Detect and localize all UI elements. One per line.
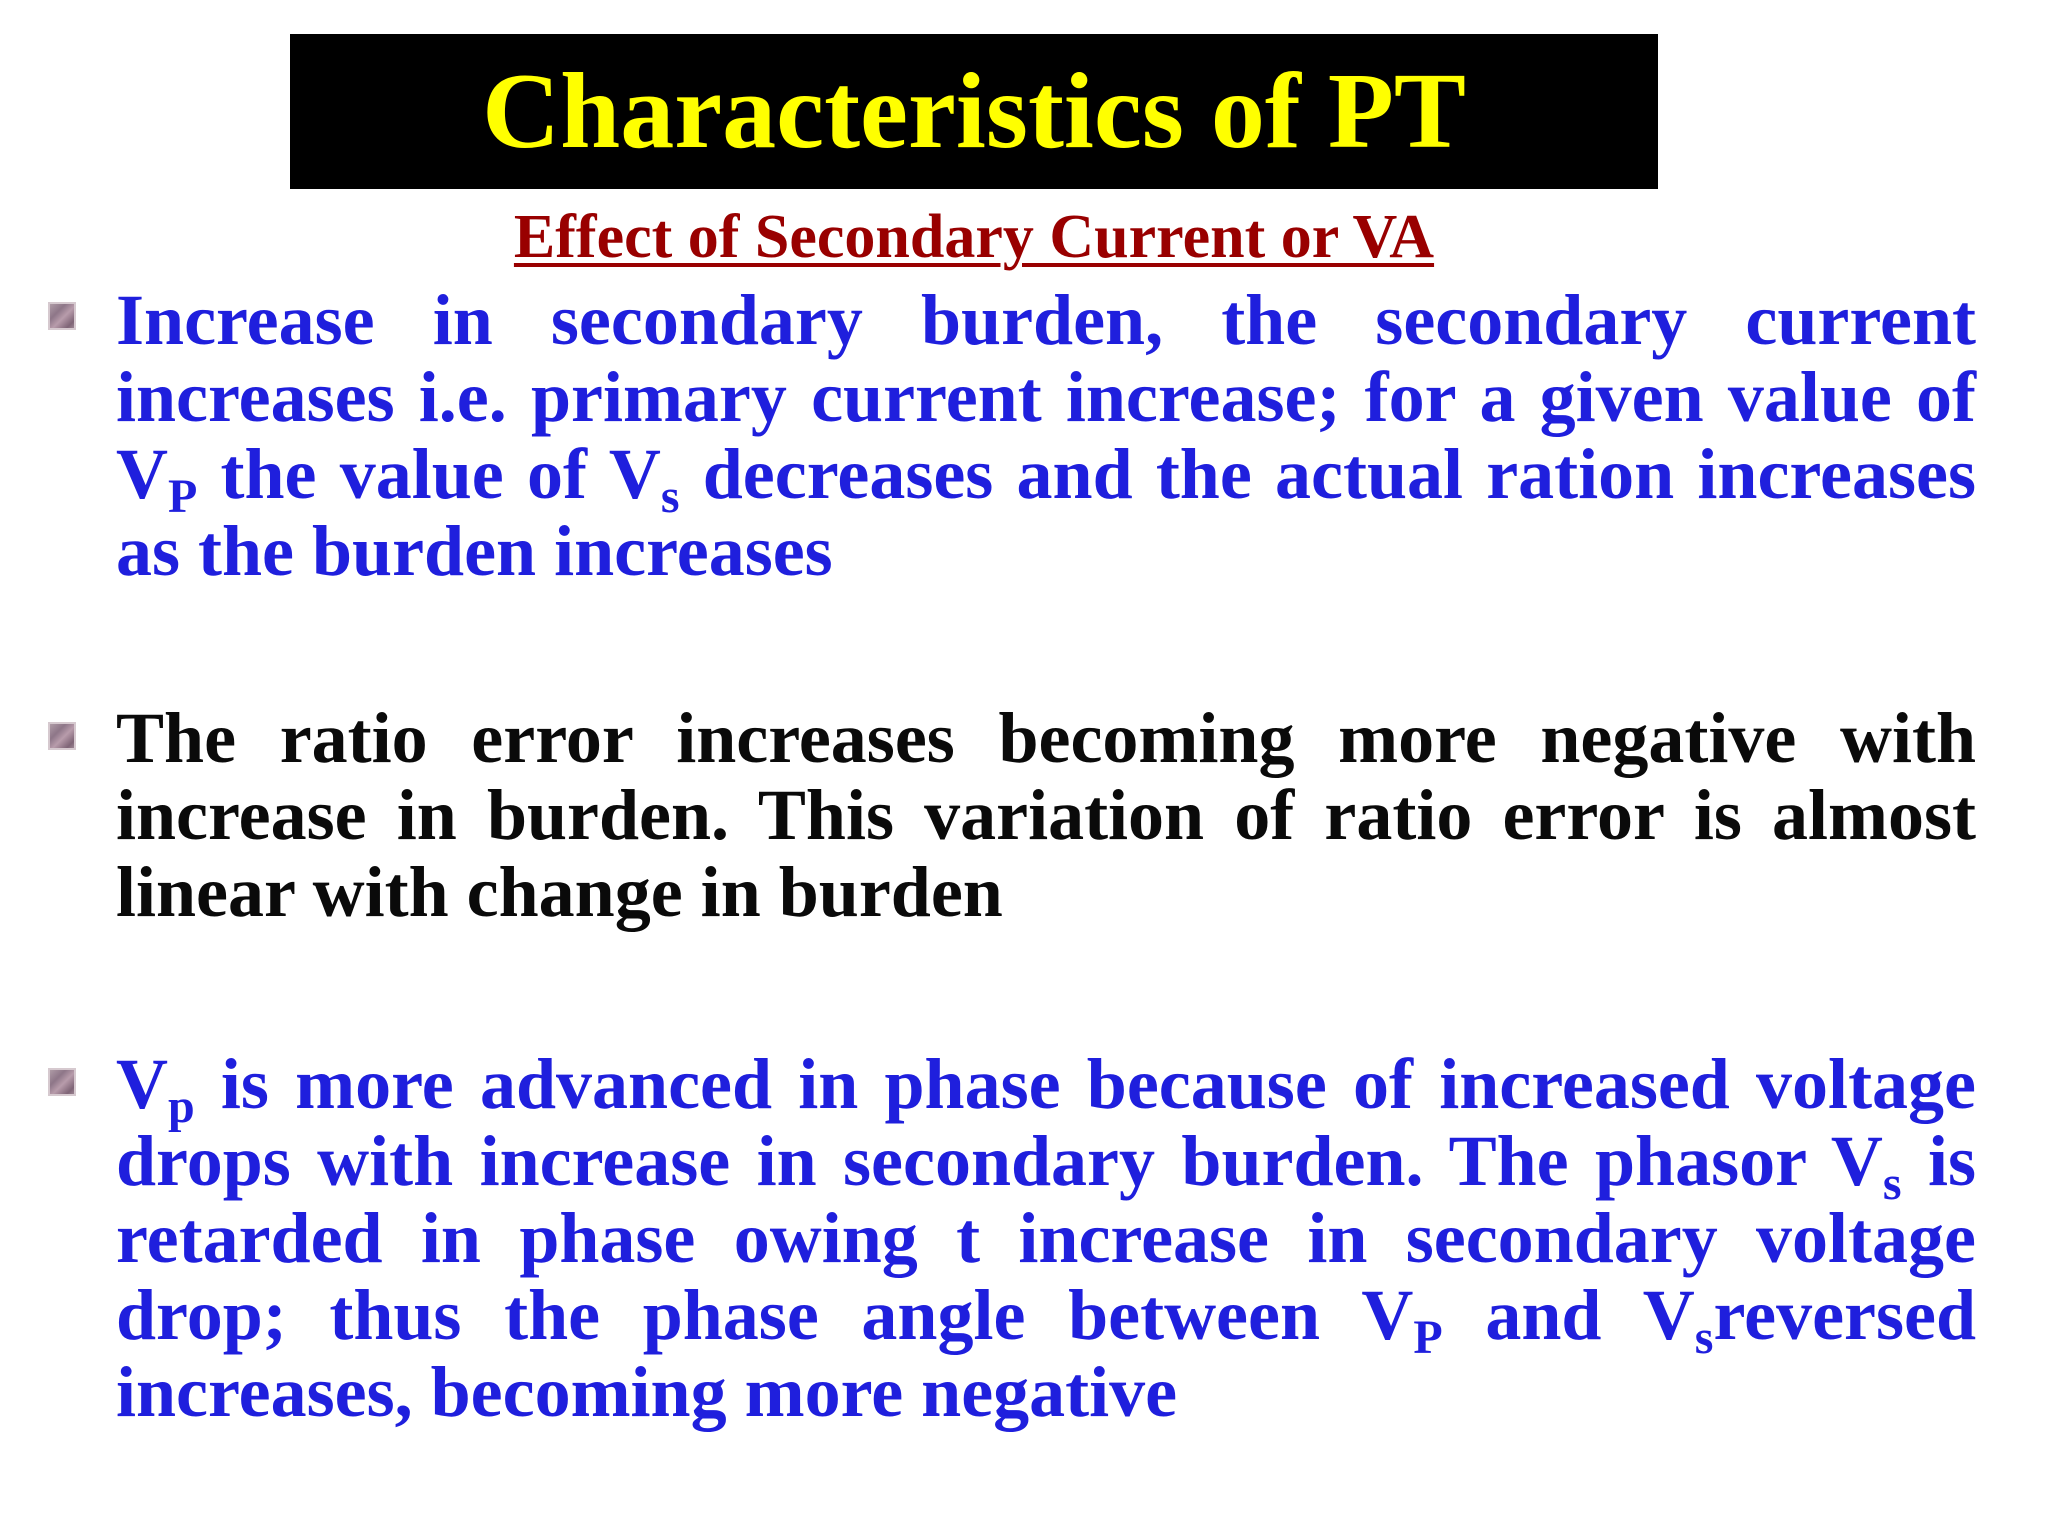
square-bullet-icon [48,1068,76,1096]
square-bullet-icon [48,722,76,750]
bullet-item-ratio-error: The ratio error increases becoming more … [116,698,1976,932]
slide-subtitle: Effect of Secondary Current or VA [513,203,1435,271]
bullet-item-phase-angle: Vp is more advanced in phase because of … [116,1044,1976,1432]
square-bullet-icon [48,302,76,330]
bullet-item-secondary-burden: Increase in secondary burden, the second… [116,280,1977,591]
title-bar: Characteristics of PT [290,34,1658,189]
slide-title: Characteristics of PT [482,51,1466,171]
